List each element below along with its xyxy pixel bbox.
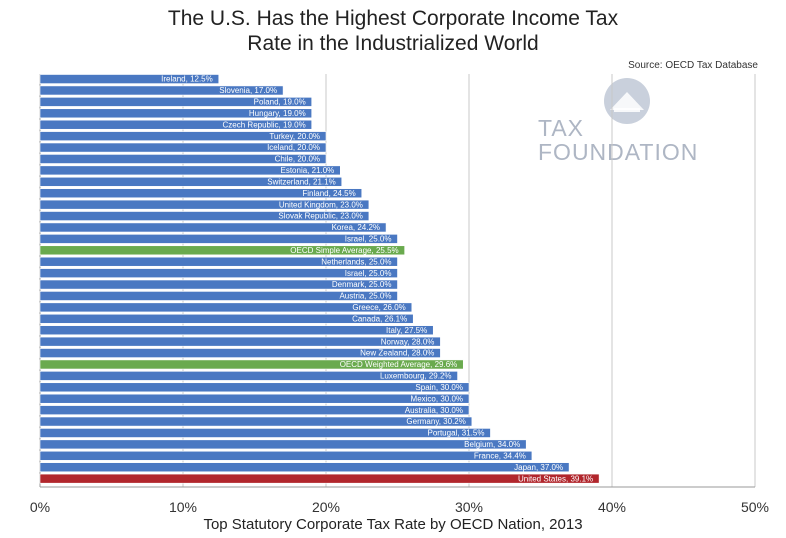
bar (39, 325, 434, 336)
chart-source: Source: OECD Tax Database (628, 60, 758, 71)
bar (39, 234, 398, 244)
bar-label: Mexico, 30.0% (411, 394, 463, 403)
bar (39, 439, 527, 450)
bar (39, 359, 464, 370)
bar (39, 222, 387, 233)
logo-text-line-2: FOUNDATION (538, 139, 699, 165)
bar-label: United Kingdom, 23.0% (279, 200, 363, 209)
bar-label: Estonia, 21.0% (280, 166, 334, 175)
bar-label: Greece, 26.0% (352, 303, 405, 312)
bar (39, 97, 313, 107)
bar-label: Hungary, 19.0% (249, 109, 306, 118)
bar (39, 131, 327, 141)
bar (39, 279, 398, 290)
bar-label: Ireland, 12.5% (161, 75, 213, 84)
bar (39, 188, 363, 199)
bar (39, 119, 313, 130)
bar-label: Spain, 30.0% (415, 383, 463, 392)
bar (39, 176, 343, 187)
bar-label: Netherlands, 25.0% (321, 257, 391, 266)
logo-text: TAX FOUNDATION (538, 116, 698, 164)
x-axis-label: Top Statutory Corporate Tax Rate by OECD… (203, 516, 583, 533)
bar-label: Czech Republic, 19.0% (223, 120, 306, 129)
bar-label: Italy, 27.5% (386, 326, 427, 335)
chart-title-line-2: Rate in the Industrialized World (247, 32, 539, 55)
bar (39, 268, 398, 278)
bar-label: Korea, 24.2% (332, 223, 380, 232)
bar (39, 74, 220, 84)
bar-label: Slovenia, 17.0% (219, 86, 277, 95)
x-tick-label: 40% (598, 499, 626, 515)
x-tick-label: 50% (741, 499, 769, 515)
bar (39, 291, 398, 301)
bar (39, 348, 441, 358)
bar-label: Canada, 26.1% (352, 314, 407, 323)
bar-label: Finland, 24.5% (302, 189, 355, 198)
chart-title: The U.S. Has the Highest Corporate Incom… (0, 6, 786, 56)
bar (39, 256, 398, 267)
x-tick-label: 10% (169, 499, 197, 515)
tax-foundation-logo-icon (604, 78, 650, 124)
bar-label: Germany, 30.2% (406, 417, 465, 426)
bar (39, 165, 341, 176)
bar (39, 245, 405, 256)
bar (39, 450, 533, 461)
bar (39, 416, 473, 427)
bar (39, 142, 327, 153)
bar-label: Israel, 25.0% (345, 235, 392, 244)
chart-title-line-1: The U.S. Has the Highest Corporate Incom… (167, 7, 619, 30)
bar (39, 199, 370, 210)
x-tick-label: 0% (30, 499, 50, 515)
bar-label: OECD Weighted Average, 29.6% (340, 360, 458, 369)
x-tick-label: 30% (455, 499, 483, 515)
bar-label: Israel, 25.0% (345, 269, 392, 278)
bar-label: Poland, 19.0% (254, 98, 306, 107)
bar (39, 85, 284, 96)
bar-label: Belgium, 34.0% (464, 440, 520, 449)
bar (39, 336, 441, 347)
bar-label: Chile, 20.0% (275, 155, 320, 164)
bar (39, 405, 470, 415)
bar (39, 428, 491, 438)
bar-label: Denmark, 25.0% (332, 280, 392, 289)
logo-text-line-1: TAX (538, 115, 585, 141)
bar-label: Austria, 25.0% (339, 292, 391, 301)
bar-label: Norway, 28.0% (381, 337, 435, 346)
bar-label: Australia, 30.0% (405, 406, 463, 415)
bar (39, 211, 370, 221)
bar (39, 382, 470, 393)
bar-label: Portugal, 31.5% (428, 429, 485, 438)
bar-label: Turkey, 20.0% (269, 132, 320, 141)
bar-label: Iceland, 20.0% (267, 143, 320, 152)
bar (39, 154, 327, 164)
x-tick-label: 20% (312, 499, 340, 515)
bar (39, 473, 600, 484)
bar-label: Japan, 37.0% (514, 463, 563, 472)
bar-label: Luxembourg, 29.2% (380, 372, 452, 381)
bar-label: OECD Simple Average, 25.5% (290, 246, 398, 255)
bar (39, 462, 570, 473)
bar-label: Switzerland, 21.1% (267, 177, 335, 186)
bar-label: New Zealand, 28.0% (360, 349, 434, 358)
bar-label: United States, 39.1% (518, 474, 593, 483)
bar (39, 302, 413, 313)
bar-label: France, 34.4% (474, 451, 526, 460)
bar (39, 393, 470, 404)
bar (39, 313, 414, 324)
bar (39, 108, 313, 119)
bar-label: Slovak Republic, 23.0% (278, 212, 363, 221)
bar (39, 371, 458, 381)
